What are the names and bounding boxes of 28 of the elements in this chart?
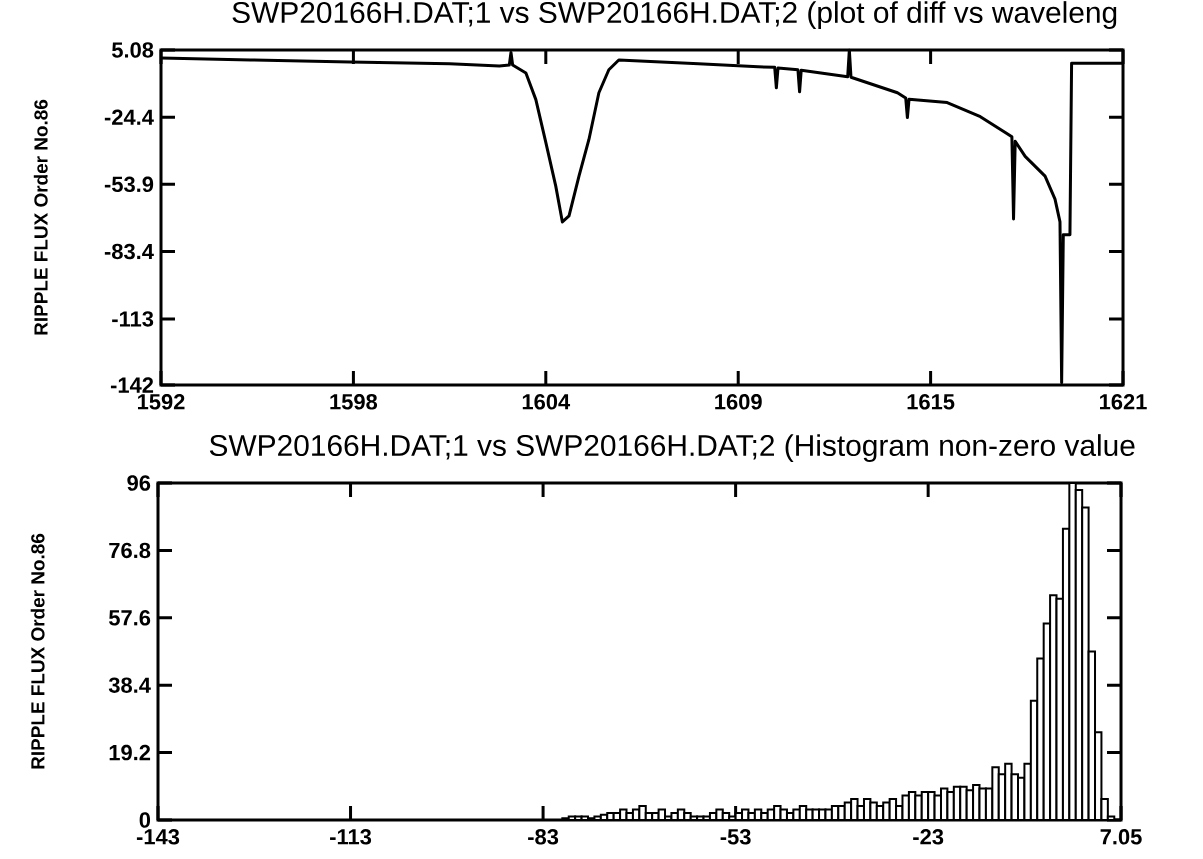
y-tick-label: -113 [112, 311, 154, 327]
x-tick-label: -113 [330, 829, 372, 845]
x-tick-label: 1615 [907, 394, 955, 410]
x-tick-label: 1592 [137, 394, 185, 410]
y-axis-title: RIPPLE FLUX Order No.86 [33, 99, 48, 335]
x-tick-label: 7.05 [1100, 829, 1142, 845]
x-tick-label: 1604 [522, 394, 571, 410]
x-tick-label: -143 [136, 829, 180, 845]
y-tick-label: 38.4 [108, 677, 151, 693]
y-tick-label: 96 [127, 475, 151, 491]
y-axis-title: RIPPLE FLUX Order No.86 [30, 533, 45, 769]
x-tick-label: -83 [528, 829, 559, 845]
y-tick-label: -24.4 [104, 109, 154, 125]
y-tick-label: 19.2 [109, 744, 151, 761]
x-tick-label: 1621 [1100, 394, 1147, 410]
y-tick-label: 5.08 [111, 42, 154, 58]
y-tick-label: 0 [139, 812, 151, 828]
chart-title: SWP20166H.DAT;1 vs SWP20166H.DAT;2 (Histogram non-zero value [209, 434, 1135, 462]
y-tick-label: -83.4 [104, 243, 154, 260]
y-tick-label: 57.6 [108, 610, 151, 626]
y-tick-label: -142 [110, 377, 154, 393]
x-tick-label: 1598 [330, 394, 378, 410]
y-tick-label: 76.8 [109, 542, 151, 559]
x-tick-label: -53 [720, 829, 751, 845]
y-tick-label: -53.9 [104, 176, 154, 193]
x-tick-label: -23 [913, 829, 944, 845]
chart-title: SWP20166H.DAT;1 vs SWP20166H.DAT;2 (plot of diff vs waveleng [232, 1, 1117, 29]
x-tick-label: 1609 [715, 394, 762, 410]
